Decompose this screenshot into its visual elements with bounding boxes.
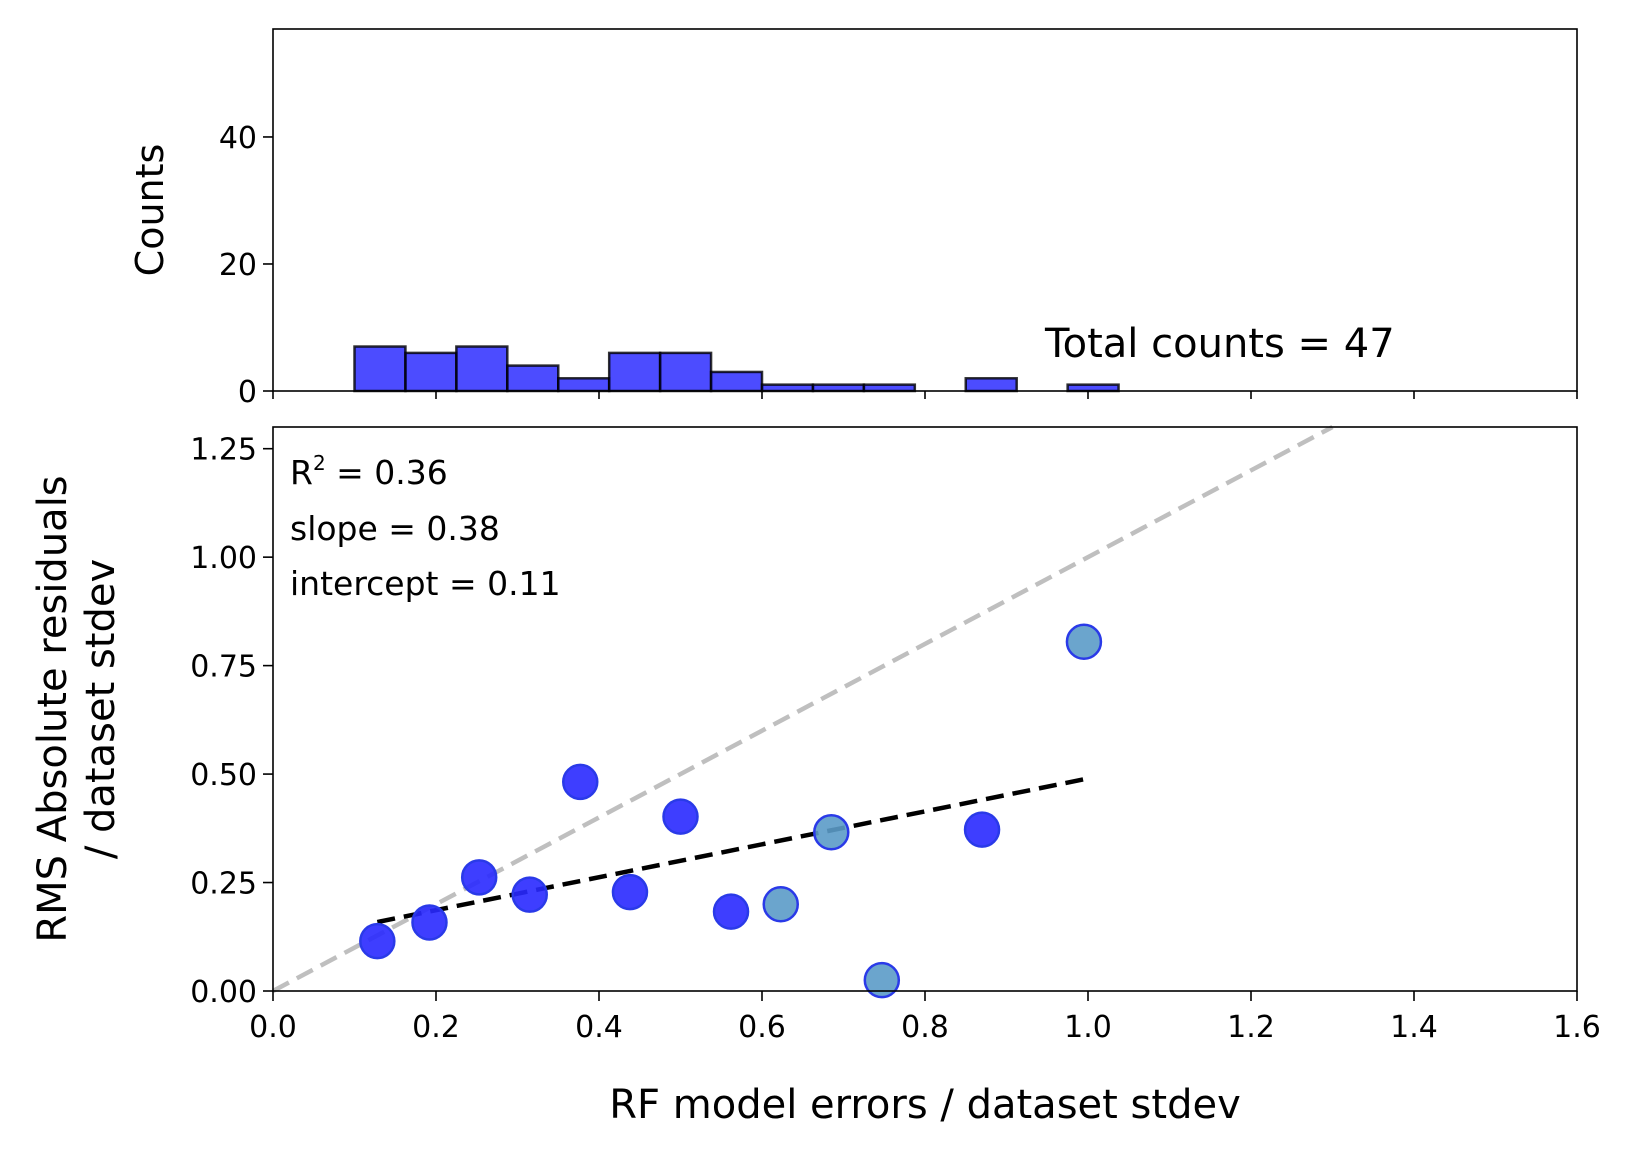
scatter-x-tick-label: 0.8 xyxy=(901,1010,949,1045)
histogram-y-tick-label: 0 xyxy=(238,375,257,410)
scatter-point xyxy=(863,961,901,999)
histogram-bar xyxy=(557,377,611,393)
r2-stat: R2 = 0.36 xyxy=(290,451,448,492)
histogram-y-tick-label: 20 xyxy=(219,248,257,283)
scatter-x-tick-label: 1.4 xyxy=(1390,1010,1438,1045)
histogram-bar xyxy=(506,364,560,393)
scatter-xlabel: RF model errors / dataset stdev xyxy=(609,1082,1241,1128)
scatter-x-tick-label: 1.2 xyxy=(1227,1010,1275,1045)
histogram-bar xyxy=(964,377,1018,393)
histogram-panel: 0 20 40 Counts Total counts = 47 xyxy=(128,28,1578,410)
scatter-x-tick-label: 0.2 xyxy=(412,1010,460,1045)
scatter-point xyxy=(963,811,1001,848)
scatter-y-tick-label: 0.25 xyxy=(190,867,257,902)
scatter-x-tick-label: 0.4 xyxy=(575,1010,623,1045)
scatter-x-tick-label: 1.0 xyxy=(1064,1010,1112,1045)
scatter-points xyxy=(359,623,1103,999)
scatter-x-tick-label: 0.6 xyxy=(738,1010,786,1045)
histogram-bar xyxy=(709,370,764,393)
scatter-y-tick-label: 1.00 xyxy=(190,541,257,576)
histogram-bar xyxy=(811,383,866,393)
scatter-ylabel-line1: RMS Absolute residuals xyxy=(30,475,76,942)
scatter-point xyxy=(662,798,699,835)
scatter-point xyxy=(460,859,498,896)
histogram-bar xyxy=(455,345,509,393)
histogram-bar xyxy=(404,351,458,393)
scatter-y-ticks: 0.00 0.25 0.50 0.75 1.00 1.25 xyxy=(190,433,273,1010)
scatter-point xyxy=(411,904,448,941)
histogram-bar xyxy=(353,345,407,393)
histogram-bar xyxy=(1066,383,1120,393)
scatter-y-tick-label: 1.25 xyxy=(190,433,257,468)
fit-line xyxy=(376,777,1085,925)
histogram-x-ticks xyxy=(272,391,1578,399)
scatter-ylabel-line2: / dataset stdev xyxy=(78,559,124,859)
scatter-point xyxy=(611,873,649,911)
scatter-x-tick-label: 0.0 xyxy=(249,1010,297,1045)
histogram-bar xyxy=(658,351,713,393)
total-counts-annotation: Total counts = 47 xyxy=(1044,321,1395,367)
scatter-y-tick-label: 0.75 xyxy=(190,650,257,685)
histogram-ylabel: Counts xyxy=(128,144,172,277)
scatter-point xyxy=(1065,623,1103,661)
histogram-y-tick-label: 40 xyxy=(219,121,257,156)
scatter-panel: 0.0 0.2 0.4 0.6 0.8 1.0 1.2 1.4 1.6 0.00 0.25 0.50… xyxy=(30,425,1601,1128)
r2-label: R xyxy=(290,453,313,492)
histogram-bar xyxy=(760,383,815,393)
scatter-ylabel: RMS Absolute residuals / dataset stdev xyxy=(30,475,124,942)
scatter-point xyxy=(712,893,750,930)
histogram-bar xyxy=(607,351,662,393)
identity-line xyxy=(271,425,1334,993)
scatter-y-tick-label: 0.00 xyxy=(190,975,257,1010)
r2-value: = 0.36 xyxy=(326,453,448,492)
scatter-y-tick-label: 0.50 xyxy=(190,758,257,793)
histogram-bar xyxy=(862,383,917,393)
scatter-point xyxy=(762,885,799,923)
scatter-point xyxy=(511,876,548,913)
histogram-bars xyxy=(353,345,1120,393)
histogram-y-ticks: 0 20 40 xyxy=(219,121,273,410)
scatter-x-tick-label: 1.6 xyxy=(1553,1010,1601,1045)
slope-stat: slope = 0.38 xyxy=(290,509,500,548)
intercept-stat: intercept = 0.11 xyxy=(290,564,561,603)
scatter-x-ticks: 0.0 0.2 0.4 0.6 0.8 1.0 1.2 1.4 1.6 xyxy=(249,991,1601,1045)
scatter-point xyxy=(813,813,850,851)
r2-superscript: 2 xyxy=(313,451,326,475)
scatter-point xyxy=(359,922,396,960)
scatter-point xyxy=(562,763,599,801)
